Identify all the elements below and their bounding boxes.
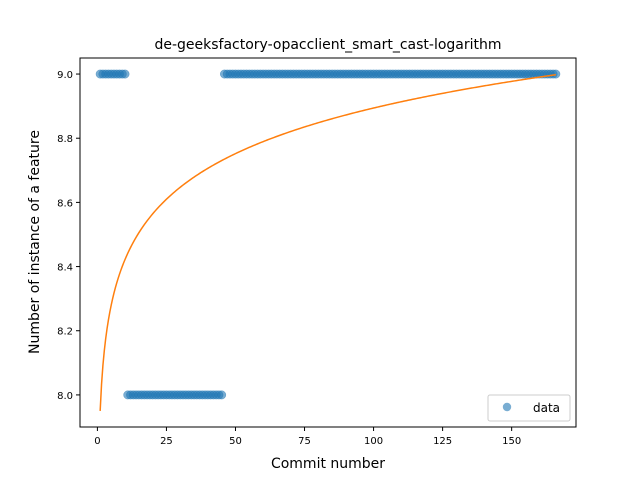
plot-area <box>79 57 577 428</box>
data-point <box>551 69 561 79</box>
x-tick-label: 25 <box>160 436 173 447</box>
legend: data <box>487 394 571 422</box>
y-axis: 8.0 8.2 8.4 8.6 8.8 9.0 <box>57 70 80 402</box>
legend-label: data <box>533 401 560 415</box>
data-point <box>217 390 227 400</box>
chart-title: de-geeksfactory-opacclient_smart_cast-lo… <box>154 37 501 53</box>
y-tick-label: 8.4 <box>57 263 73 274</box>
x-tick-label: 50 <box>229 436 242 447</box>
data-point <box>120 69 130 79</box>
y-tick-label: 8.0 <box>57 391 73 402</box>
x-tick-label: 150 <box>502 436 521 447</box>
scatter-series <box>95 69 561 400</box>
y-tick-label: 8.6 <box>57 198 73 209</box>
x-tick-label: 100 <box>364 436 383 447</box>
y-tick-label: 8.2 <box>57 327 73 338</box>
x-tick-label: 0 <box>94 436 100 447</box>
y-axis-label: Number of instance of a feature <box>27 130 43 354</box>
fit-line <box>99 73 556 411</box>
x-tick-label: 75 <box>298 436 311 447</box>
y-tick-label: 9.0 <box>57 70 73 81</box>
x-axis-label: Commit number <box>271 456 385 472</box>
x-tick-label: 125 <box>433 436 452 447</box>
legend-marker <box>502 402 512 412</box>
y-tick-label: 8.8 <box>57 134 73 145</box>
legend-box <box>487 394 571 422</box>
x-axis: 0 25 50 75 100 125 150 <box>94 427 521 447</box>
